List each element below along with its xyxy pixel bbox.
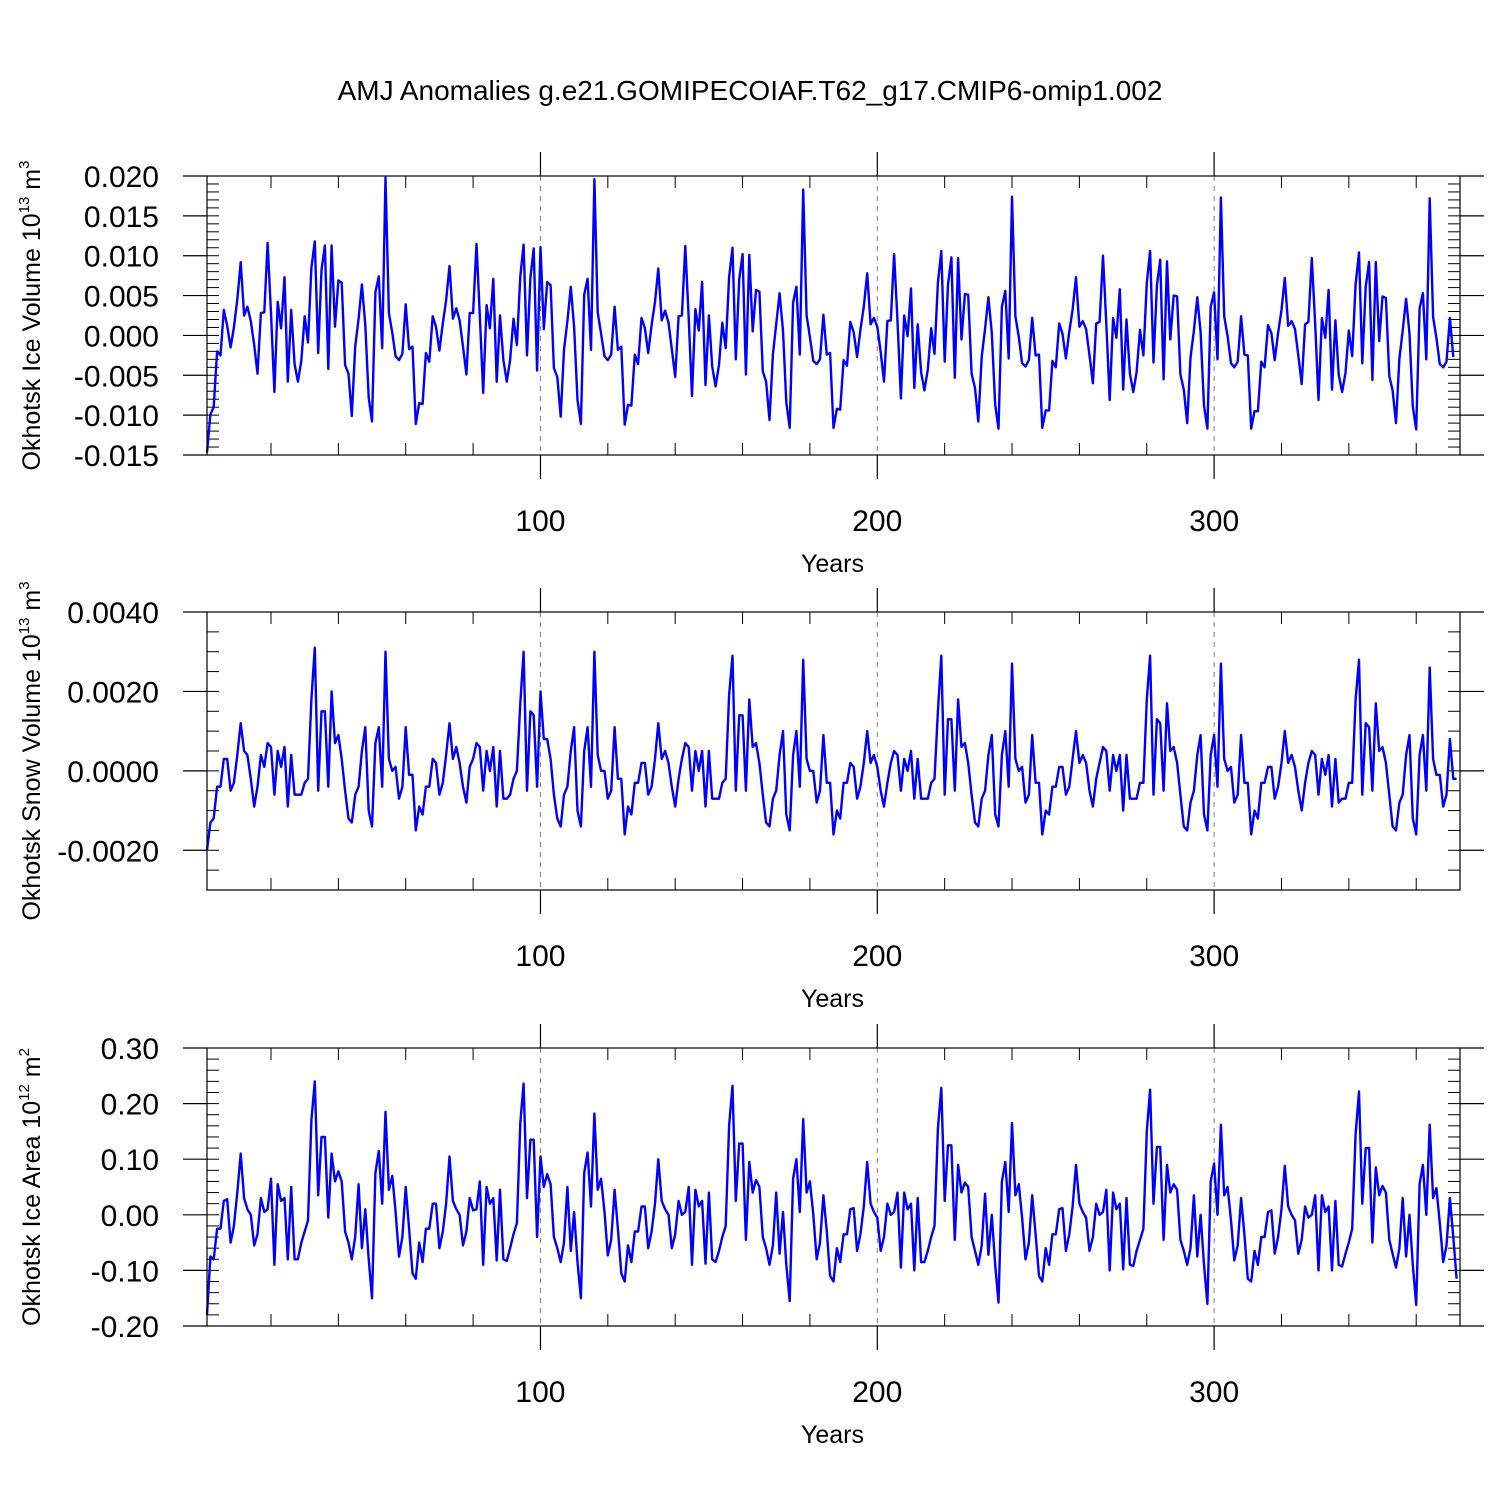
panel-snow-volume-xtick-labels: 100 200 300: [515, 940, 1239, 973]
panel-ice-area-xtick-label: 200: [852, 1376, 902, 1409]
panel-ice-volume: -0.015 -0.010 -0.005 0.000 0.005 0.010 0.015 0.…: [16, 152, 1484, 578]
panel-ice-volume-ylabel: Okhotsk Ice Volume 1013 m3: [16, 161, 46, 471]
panel-snow-volume-ytick-label: -0.0020: [57, 835, 159, 868]
panel-ice-volume-series-line: [205, 176, 1455, 453]
panel-ice-area-ytick-label: 0.00: [101, 1200, 159, 1233]
panel-snow-volume-major-ticks: [183, 588, 1484, 914]
panel-ice-volume-ytick-label: -0.005: [74, 360, 159, 393]
panel-snow-volume-grid: [539, 612, 1215, 890]
panel-ice-area-xtick-label: 100: [515, 1376, 565, 1409]
panel-ice-area-series-line: [205, 1080, 1458, 1315]
figure-title: AMJ Anomalies g.e21.GOMIPECOIAF.T62_g17.…: [338, 75, 1163, 106]
panel-snow-volume-series-line: [205, 646, 1457, 851]
panel-snow-volume: -0.0020 0.0000 0.0020 0.0040 100 200 300 Year…: [16, 581, 1484, 1013]
panel-ice-volume-ytick-label: 0.020: [84, 161, 159, 194]
panel-ice-volume-ytick-label: -0.010: [74, 400, 159, 433]
panel-ice-volume-frame: [206, 175, 1461, 456]
panel-ice-volume-grid: [539, 176, 1215, 455]
panel-ice-area-ytick-label: 0.20: [101, 1089, 159, 1122]
panel-ice-volume-xtick-label: 300: [1189, 505, 1239, 538]
panel-ice-area-xtick-label: 300: [1189, 1376, 1239, 1409]
panel-snow-volume-xtick-label: 200: [852, 940, 902, 973]
panel-snow-volume-xtick-label: 100: [515, 940, 565, 973]
panel-snow-volume-frame: [206, 611, 1461, 891]
panel-ice-area-ytick-label: -0.10: [91, 1255, 159, 1288]
panel-ice-area-ylabel: Okhotsk Ice Area 1012 m2: [16, 1048, 46, 1326]
panel-snow-volume-ytick-label: 0.0000: [67, 756, 159, 789]
panel-ice-area-ytick-labels: -0.20 -0.10 0.00 0.10 0.20 0.30: [91, 1033, 159, 1344]
panel-ice-volume-ytick-label: 0.015: [84, 201, 159, 234]
panel-ice-area-ytick-label: 0.10: [101, 1144, 159, 1177]
panel-ice-area-xlabel: Years: [801, 1421, 864, 1449]
panel-ice-area: -0.20 -0.10 0.00 0.10 0.20 0.30 100 200 300 Yea…: [16, 1024, 1484, 1449]
panel-ice-volume-ytick-label: -0.015: [74, 440, 159, 473]
panel-ice-area-frame: [206, 1047, 1461, 1327]
panel-ice-area-ytick-label: -0.20: [91, 1311, 159, 1344]
panel-ice-volume-ytick-label: 0.000: [84, 320, 159, 353]
panel-ice-volume-xlabel: Years: [801, 550, 864, 578]
panel-ice-volume-ytick-label: 0.005: [84, 281, 159, 314]
panel-ice-area-grid: [539, 1048, 1215, 1326]
panel-snow-volume-ylabel: Okhotsk Snow Volume 1013 m3: [16, 581, 46, 920]
panel-snow-volume-ytick-labels: -0.0020 0.0000 0.0020 0.0040: [57, 597, 159, 868]
panel-snow-volume-xtick-label: 300: [1189, 940, 1239, 973]
panel-snow-volume-ytick-label: 0.0040: [67, 597, 159, 630]
panel-ice-volume-ytick-label: 0.010: [84, 241, 159, 274]
panel-ice-area-minor-ticks: [207, 1047, 1460, 1327]
panel-snow-volume-ytick-label: 0.0020: [67, 676, 159, 709]
panel-ice-area-xtick-labels: 100 200 300: [515, 1376, 1239, 1409]
panel-ice-area-major-ticks: [183, 1024, 1484, 1350]
panel-ice-area-ytick-label: 0.30: [101, 1033, 159, 1066]
panel-ice-volume-major-ticks: [183, 152, 1484, 479]
panel-ice-volume-ytick-labels: -0.015 -0.010 -0.005 0.000 0.005 0.010 0.015 0.…: [74, 161, 159, 473]
panel-snow-volume-minor-ticks: [207, 611, 1460, 891]
panel-ice-volume-xtick-label: 200: [852, 505, 902, 538]
panel-ice-volume-xtick-label: 100: [515, 505, 565, 538]
panel-ice-volume-xtick-labels: 100 200 300: [515, 505, 1239, 538]
panel-snow-volume-xlabel: Years: [801, 985, 864, 1013]
